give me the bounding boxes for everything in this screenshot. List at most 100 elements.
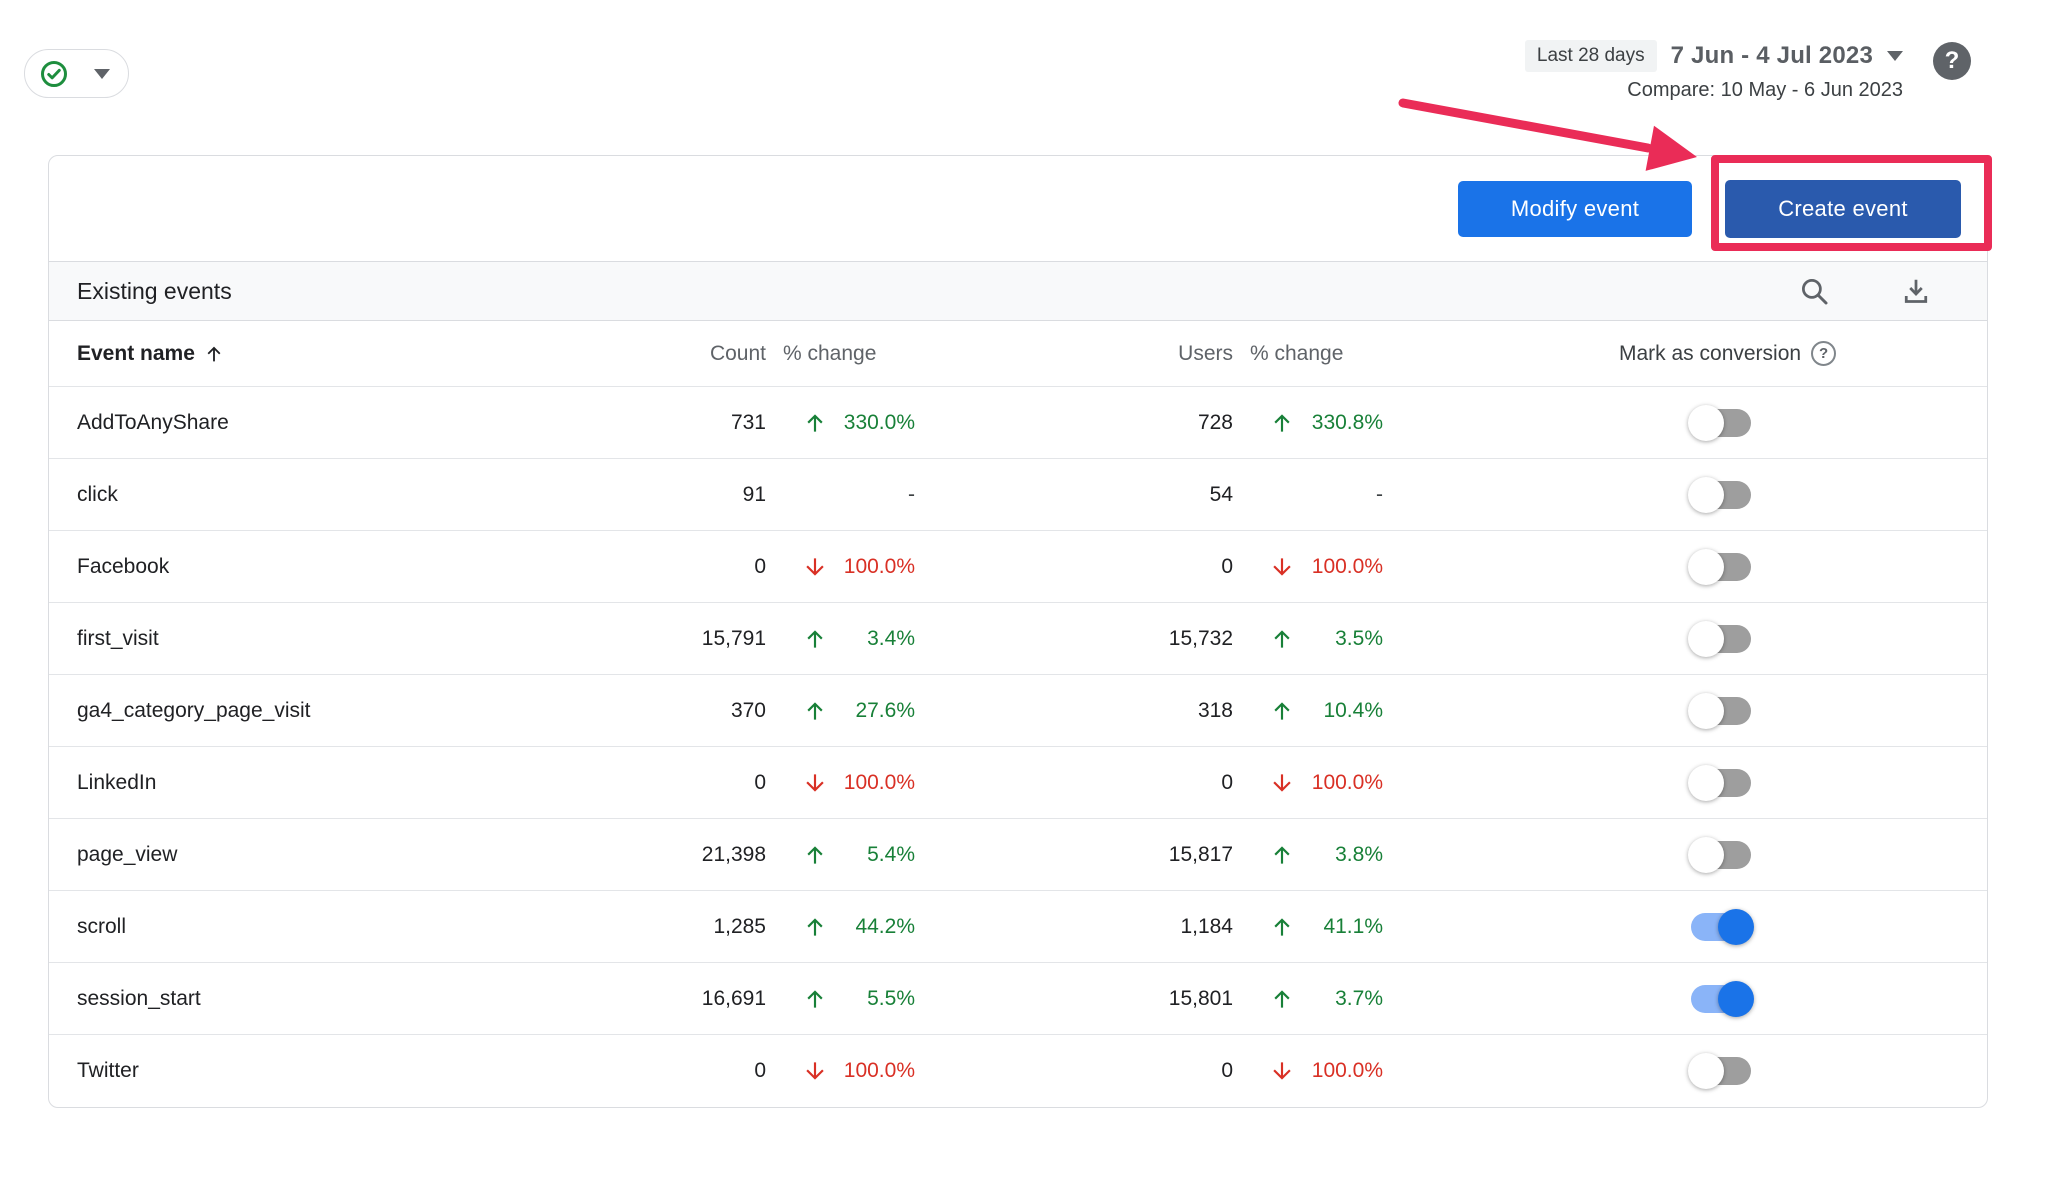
create-event-button[interactable]: Create event bbox=[1725, 179, 1961, 238]
event-count: 0 bbox=[754, 770, 766, 794]
col-users-change: % change bbox=[1250, 341, 1344, 365]
conversion-toggle[interactable] bbox=[1688, 836, 1751, 873]
date-block: Last 28 days 7 Jun - 4 Jul 2023 Compare:… bbox=[1524, 40, 1903, 102]
table-title: Existing events bbox=[77, 277, 232, 304]
table-body: AddToAnyShare 731 330.0% 728 330.8% clic… bbox=[49, 387, 1987, 1107]
date-selector-area: Last 28 days 7 Jun - 4 Jul 2023 Compare:… bbox=[1524, 40, 1971, 102]
help-icon[interactable]: ? bbox=[1933, 42, 1971, 80]
event-name: scroll bbox=[77, 914, 127, 938]
button-bar: Modify event Create event bbox=[49, 156, 1987, 261]
event-count: 370 bbox=[730, 698, 766, 722]
trend-up-icon bbox=[807, 413, 823, 432]
conversion-toggle[interactable] bbox=[1691, 908, 1754, 945]
col-mark-as-conversion: Mark as conversion ? bbox=[1383, 341, 1959, 366]
event-name: session_start bbox=[77, 986, 201, 1010]
toggle-knob bbox=[1688, 692, 1724, 729]
count-change: 44.2% bbox=[766, 914, 915, 940]
count-change: 3.4% bbox=[766, 626, 915, 652]
conversion-toggle[interactable] bbox=[1688, 404, 1751, 441]
users-change: 3.8% bbox=[1233, 842, 1383, 868]
users-change: - bbox=[1376, 482, 1383, 506]
event-users: 318 bbox=[1197, 698, 1233, 722]
users-change: 3.7% bbox=[1233, 986, 1383, 1012]
conversion-toggle[interactable] bbox=[1688, 476, 1751, 513]
event-name: ga4_category_page_visit bbox=[77, 698, 311, 722]
trend-down-icon bbox=[1273, 773, 1291, 792]
conversion-toggle[interactable] bbox=[1688, 692, 1751, 729]
trend-up-icon bbox=[1274, 629, 1290, 648]
event-count: 15,791 bbox=[701, 626, 766, 650]
event-users: 15,801 bbox=[1168, 986, 1233, 1010]
col-count-change: % change bbox=[783, 341, 877, 365]
event-users: 0 bbox=[1221, 554, 1233, 578]
trend-up-icon bbox=[807, 629, 823, 648]
toggle-knob bbox=[1688, 836, 1724, 873]
event-name: Twitter bbox=[77, 1059, 139, 1082]
count-change: 100.0% bbox=[766, 770, 915, 796]
check-circle-icon bbox=[41, 60, 67, 87]
date-caret-icon[interactable] bbox=[1887, 51, 1903, 61]
conversion-toggle[interactable] bbox=[1691, 980, 1754, 1017]
events-card: Modify event Create event Existing event… bbox=[48, 155, 1988, 1108]
event-users: 0 bbox=[1221, 770, 1233, 794]
table-row: LinkedIn 0 100.0% 0 100.0% bbox=[49, 747, 1987, 819]
table-row: session_start 16,691 5.5% 15,801 3.7% bbox=[49, 963, 1987, 1035]
trend-up-icon bbox=[807, 845, 823, 864]
col-mark-as-conversion-label: Mark as conversion bbox=[1619, 341, 1802, 365]
event-users: 15,732 bbox=[1168, 626, 1233, 650]
count-change: 27.6% bbox=[766, 698, 915, 724]
table-row: page_view 21,398 5.4% 15,817 3.8% bbox=[49, 819, 1987, 891]
compare-range: Compare: 10 May - 6 Jun 2023 bbox=[1627, 79, 1903, 101]
trend-up-icon bbox=[807, 989, 823, 1008]
users-change: 3.5% bbox=[1233, 626, 1383, 652]
users-change: 41.1% bbox=[1233, 914, 1383, 940]
date-preset-badge: Last 28 days bbox=[1524, 40, 1657, 72]
event-name: LinkedIn bbox=[77, 770, 157, 794]
count-change: 5.4% bbox=[766, 842, 915, 868]
event-users: 15,817 bbox=[1168, 842, 1233, 866]
date-range[interactable]: 7 Jun - 4 Jul 2023 bbox=[1670, 42, 1873, 69]
users-change: 10.4% bbox=[1233, 698, 1383, 724]
toggle-knob bbox=[1688, 620, 1724, 657]
event-count: 0 bbox=[754, 554, 766, 578]
table-row: Facebook 0 100.0% 0 100.0% bbox=[49, 531, 1987, 603]
col-count[interactable]: Count bbox=[709, 341, 766, 365]
event-name: AddToAnyShare bbox=[77, 410, 229, 434]
table-row: scroll 1,285 44.2% 1,184 41.1% bbox=[49, 891, 1987, 963]
users-change: 330.8% bbox=[1233, 410, 1383, 436]
conversion-toggle[interactable] bbox=[1688, 620, 1751, 657]
trend-up-icon bbox=[1274, 413, 1290, 432]
trend-up-icon bbox=[1274, 989, 1290, 1008]
trend-down-icon bbox=[806, 773, 824, 792]
toggle-knob bbox=[1688, 1053, 1724, 1089]
conversion-help-icon[interactable]: ? bbox=[1811, 341, 1837, 366]
status-dropdown[interactable] bbox=[24, 49, 129, 98]
modify-event-button[interactable]: Modify event bbox=[1458, 180, 1692, 237]
event-count: 1,285 bbox=[713, 914, 766, 938]
download-icon[interactable] bbox=[1901, 276, 1931, 306]
toggle-knob bbox=[1718, 980, 1754, 1017]
event-name: click bbox=[77, 482, 118, 506]
chevron-down-icon bbox=[94, 68, 110, 79]
trend-up-icon bbox=[1274, 701, 1290, 720]
event-count: 21,398 bbox=[701, 842, 766, 866]
trend-up-icon bbox=[807, 701, 823, 720]
table-row: Twitter 0 100.0% 0 100.0% bbox=[49, 1035, 1987, 1107]
count-change: 5.5% bbox=[766, 986, 915, 1012]
conversion-toggle[interactable] bbox=[1688, 764, 1751, 801]
col-event-name-label: Event name bbox=[77, 341, 195, 365]
count-change: - bbox=[908, 482, 915, 506]
event-count: 0 bbox=[754, 1059, 766, 1082]
count-change: 330.0% bbox=[766, 410, 915, 436]
event-name: page_view bbox=[77, 842, 178, 866]
col-event-name[interactable]: Event name bbox=[77, 342, 627, 366]
trend-down-icon bbox=[806, 1062, 824, 1080]
conversion-toggle[interactable] bbox=[1688, 548, 1751, 585]
event-count: 16,691 bbox=[701, 986, 766, 1010]
search-icon[interactable] bbox=[1799, 276, 1829, 306]
trend-up-icon bbox=[1274, 845, 1290, 864]
col-users[interactable]: Users bbox=[1178, 341, 1233, 365]
conversion-toggle[interactable] bbox=[1688, 1053, 1751, 1089]
toggle-knob bbox=[1688, 404, 1724, 441]
event-users: 0 bbox=[1221, 1059, 1233, 1082]
